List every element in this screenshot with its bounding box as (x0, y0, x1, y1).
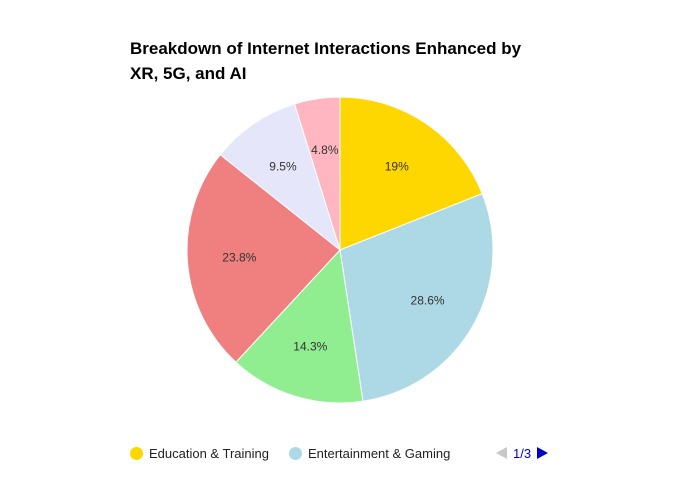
chart-title: Breakdown of Internet Interactions Enhan… (130, 39, 522, 83)
legend-item-education-training[interactable]: Education & Training (130, 446, 269, 461)
legend-swatch-entertainment-gaming (288, 446, 302, 460)
legend-label-education-training: Education & Training (149, 445, 269, 461)
legend-item-entertainment-gaming[interactable]: Entertainment & Gaming (288, 445, 451, 461)
legend-next-arrow-icon[interactable] (537, 447, 549, 459)
slice-label-entertainment-gaming: 28.6% (411, 293, 445, 307)
legend-pagination: 1/3 (496, 444, 549, 462)
slice-label-slice-6: 4.8% (311, 143, 339, 157)
pie-slice-slice-6[interactable] (293, 96, 341, 251)
pie-slice-education-training[interactable] (339, 96, 483, 251)
pie-slice-slice-5[interactable] (219, 103, 341, 252)
pie-slice-slice-3[interactable] (235, 248, 364, 404)
legend: Education & Training Entertainment & Gam… (130, 444, 470, 462)
legend-prev-arrow-icon[interactable] (496, 447, 507, 459)
slice-label-slice-3: 14.3% (293, 340, 327, 354)
legend-swatch-education-training (130, 446, 143, 460)
slice-label-slice-4: 23.8% (222, 251, 256, 265)
pie-slice-entertainment-gaming[interactable] (339, 193, 494, 402)
legend-label-entertainment-gaming: Entertainment & Gaming (307, 445, 451, 461)
slice-label-slice-5: 9.5% (269, 160, 297, 174)
slice-label-education-training: 19% (385, 159, 409, 173)
legend-page-indicator: 1/3 (513, 445, 532, 461)
pie-slice-slice-4[interactable] (186, 154, 341, 363)
